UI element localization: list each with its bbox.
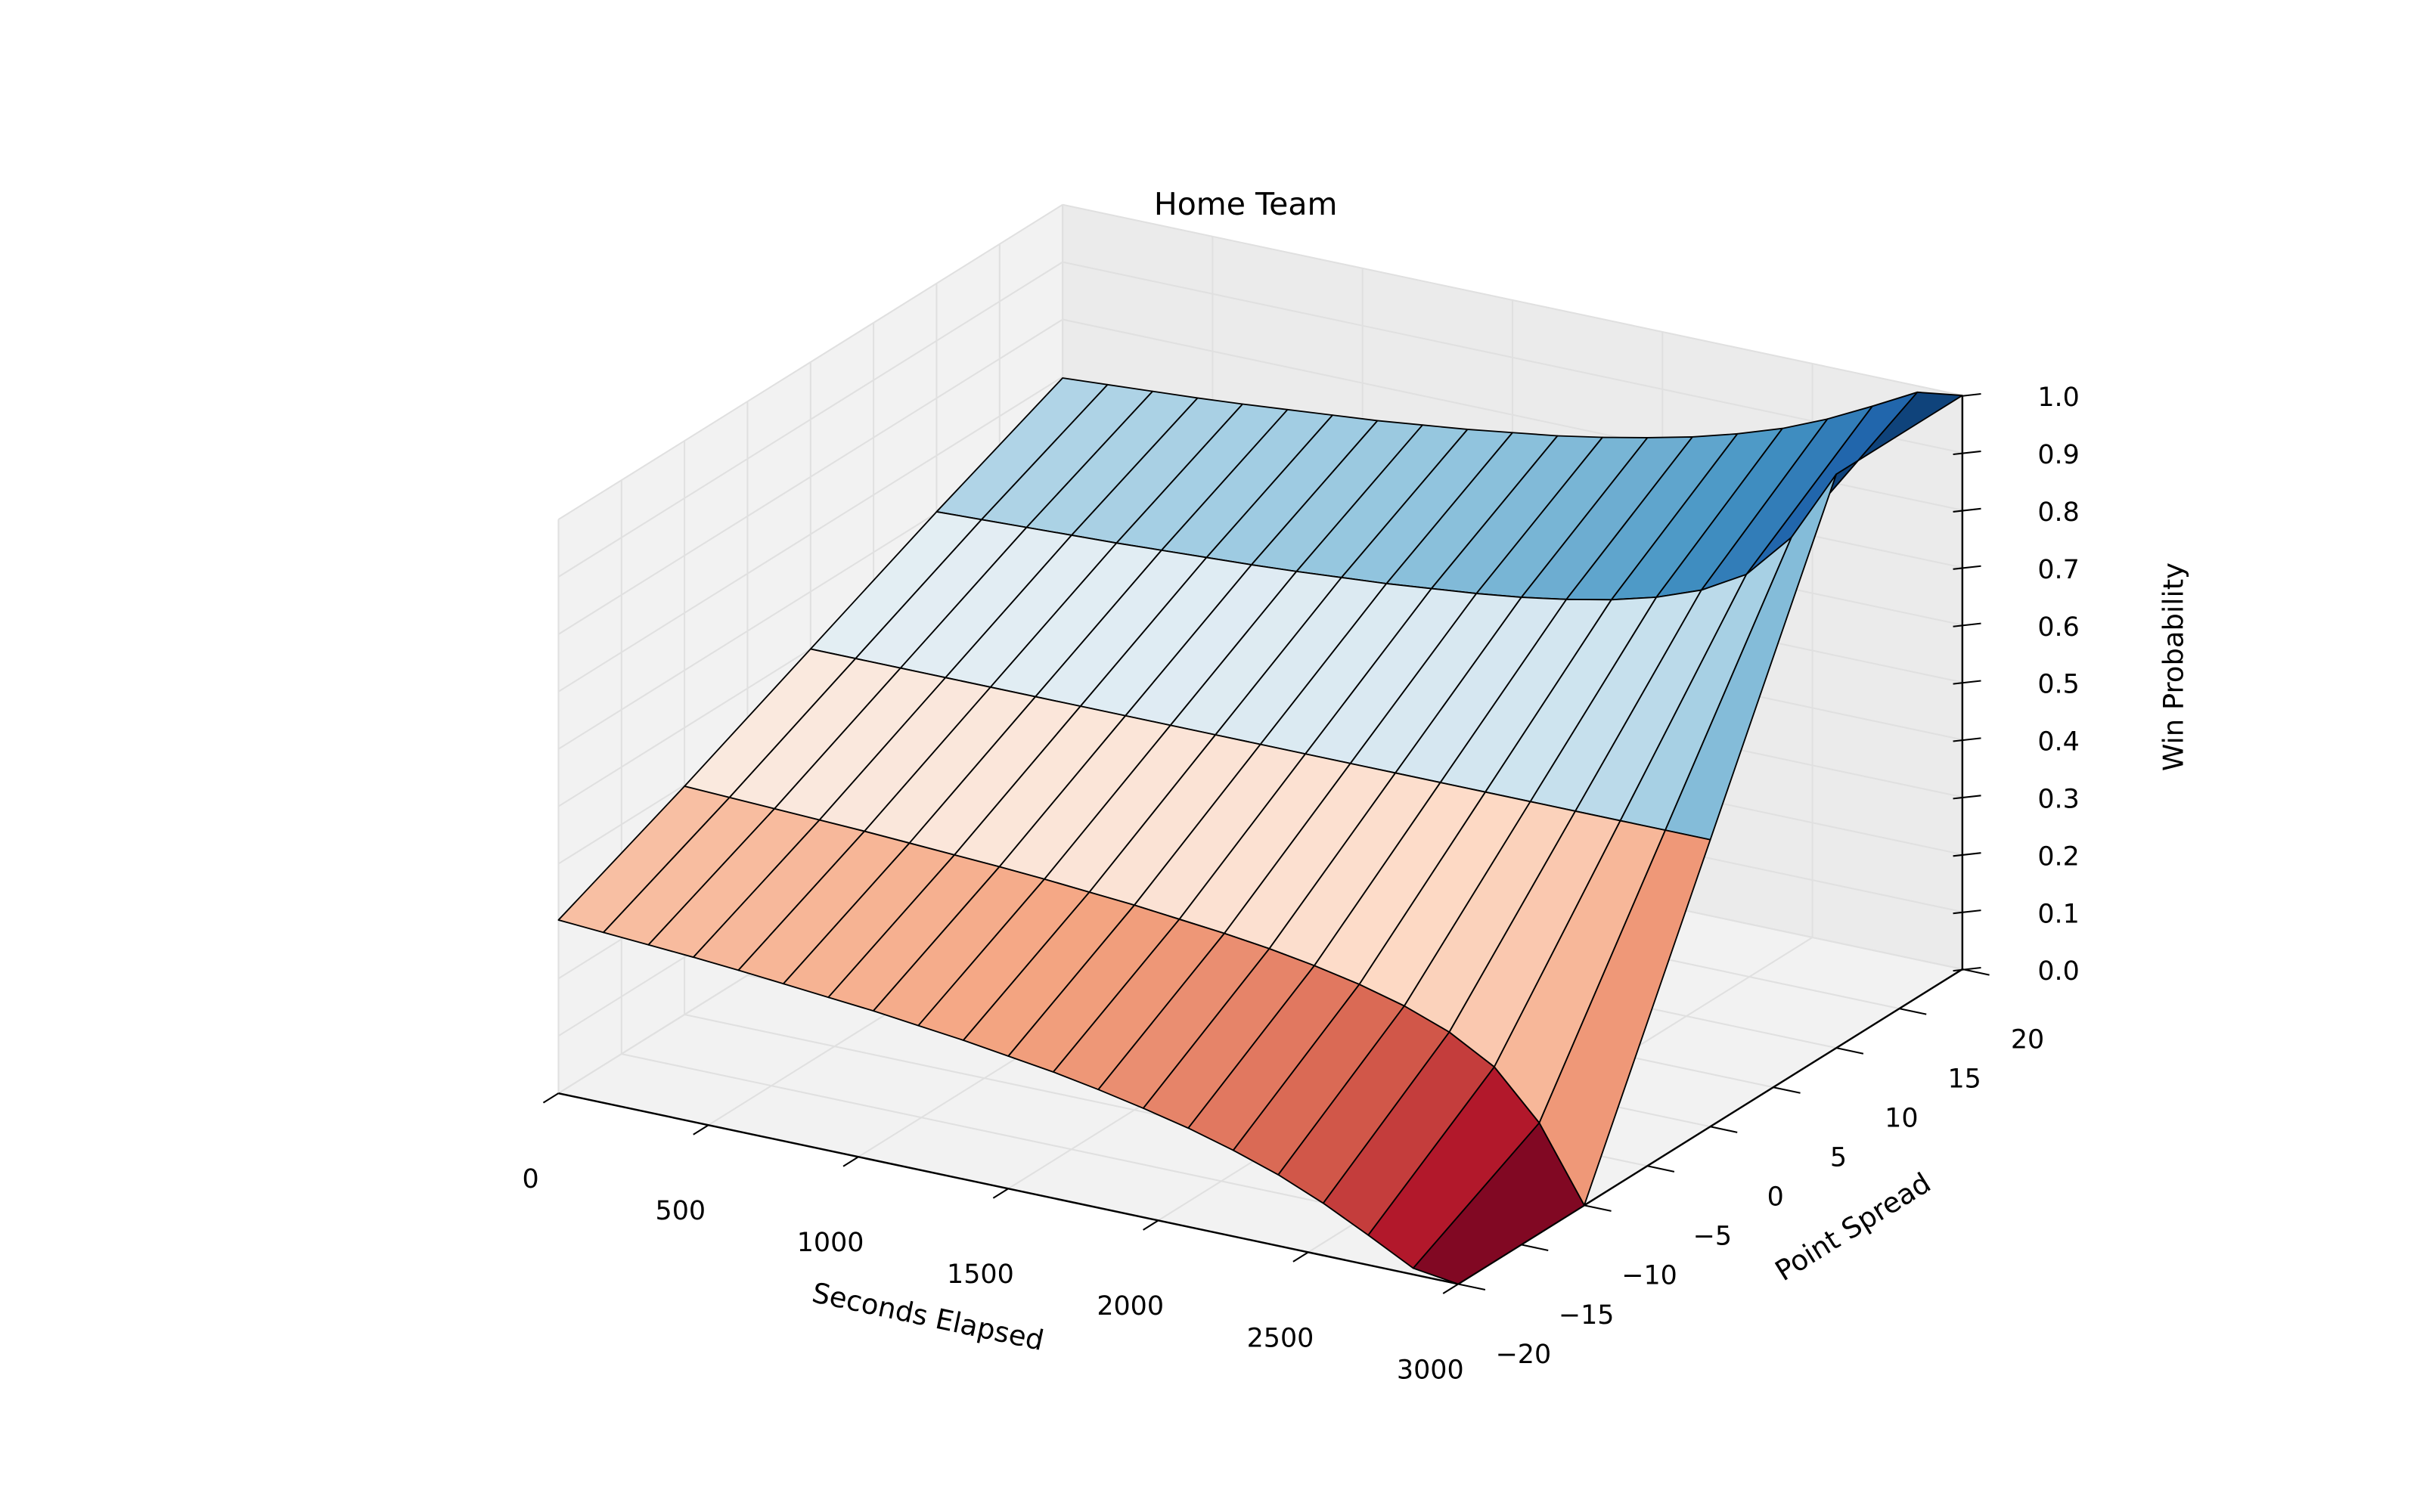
x-tick: [1292, 1251, 1309, 1263]
y-tick: [1710, 1126, 1738, 1133]
y-tick-label: −15: [1559, 1300, 1615, 1331]
y-tick: [1773, 1086, 1801, 1094]
x-tick-label: 3000: [1397, 1355, 1464, 1385]
z-tick-label: 0.0: [2037, 956, 2079, 987]
y-tick: [1835, 1047, 1864, 1055]
grid-line: [557, 203, 1063, 521]
z-tick: [1953, 909, 1981, 915]
grid-line: [1062, 261, 1963, 454]
z-tick-label: 0.4: [2037, 727, 2079, 758]
z-tick: [1953, 565, 1981, 570]
y-tick: [1899, 1008, 1927, 1015]
z-tick-label: 0.5: [2037, 670, 2079, 700]
surface-cell: [1412, 1122, 1585, 1285]
z-tick: [1953, 507, 1981, 513]
y-axis-label: Point Spread: [1770, 1167, 1937, 1287]
z-tick-label: 1.0: [2037, 383, 2079, 413]
x-tick-label: 0: [522, 1164, 538, 1194]
x-tick: [1442, 1283, 1459, 1294]
x-tick-label: 1500: [947, 1259, 1014, 1290]
x-tick: [542, 1092, 560, 1104]
z-tick-label: 0.1: [2037, 899, 2079, 929]
x-tick: [693, 1124, 709, 1136]
z-tick: [1953, 622, 1981, 627]
y-tick: [1521, 1244, 1549, 1251]
grid-line: [557, 376, 1063, 692]
z-axis-label: Win Probability: [2157, 562, 2189, 771]
x-tick-label: 2000: [1097, 1291, 1164, 1321]
z-tick: [1953, 737, 1981, 742]
z-tick-label: 0.9: [2037, 440, 2079, 470]
y-tick-label: 20: [2011, 1024, 2044, 1055]
x-tick: [842, 1156, 859, 1167]
z-tick: [1953, 680, 1981, 685]
z-tick-label: 0.2: [2037, 841, 2079, 872]
y-tick-label: 5: [1830, 1143, 1847, 1173]
y-tick: [1457, 1283, 1486, 1291]
y-tick-label: −5: [1693, 1222, 1732, 1252]
x-tick-label: 2500: [1247, 1323, 1314, 1353]
plot-area: Home Team 0 500 1000 1500 2000 2500 3000 −20−15…: [522, 186, 2189, 1386]
y-tick-label: −10: [1621, 1261, 1677, 1291]
z-tick: [1953, 852, 1981, 857]
y-tick-label: −20: [1496, 1340, 1552, 1370]
y-tick: [1646, 1165, 1675, 1173]
z-tick-label: 0.8: [2037, 497, 2079, 528]
y-tick-label: 10: [1885, 1104, 1918, 1134]
y-tick-label: 15: [1948, 1064, 1981, 1094]
z-tick-label: 0.3: [2037, 784, 2079, 814]
z-tick-label: 0.7: [2037, 555, 2079, 585]
grid-line: [557, 261, 1063, 578]
z-tick-label: 0.6: [2037, 612, 2079, 643]
y-tick-label: 0: [1767, 1182, 1784, 1213]
y-tick: [1962, 968, 1990, 976]
x-tick: [992, 1188, 1009, 1199]
y-tick: [1584, 1204, 1612, 1212]
grid-line: [1062, 203, 1963, 397]
z-tick: [1953, 966, 1981, 972]
x-tick: [1143, 1219, 1159, 1231]
z-tick: [1953, 795, 1981, 800]
x-tick-label: 500: [656, 1196, 706, 1226]
grid-line: [557, 318, 1063, 635]
z-tick: [1953, 450, 1981, 456]
x-tick-label: 1000: [797, 1228, 864, 1258]
chart-title: Home Team: [1154, 186, 1338, 222]
